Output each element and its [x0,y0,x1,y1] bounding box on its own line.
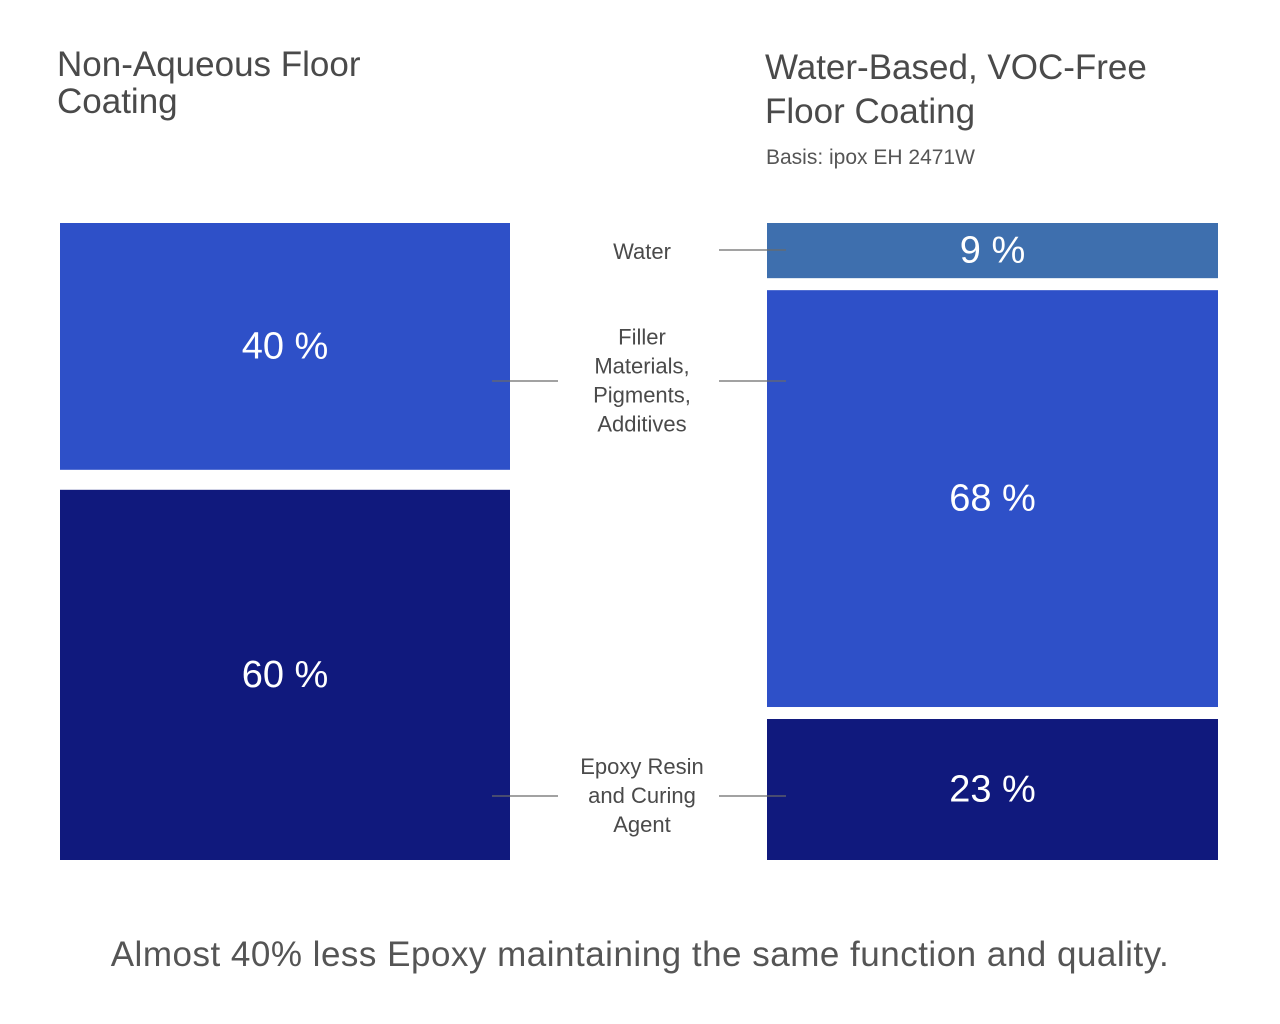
bar-1-segment-water [767,223,1218,279]
bar-1-segment-filler-label: 68 % [949,478,1036,520]
category-label-water: Water [613,239,671,264]
category-label-epoxy-line: Epoxy Resin [580,754,704,779]
right-bar-title: Water-Based, VOC-Free Floor Coating [765,48,1147,131]
category-label-filler-line: Pigments, [593,383,691,408]
bar-1-segment-filler [767,290,1218,708]
category-label-epoxy-line: and Curing [588,783,696,808]
bar-1-segment-epoxy [767,719,1218,860]
category-label-water-line: Water [613,239,671,264]
category-label-filler-line: Filler [618,325,666,350]
bar-0-segment-filler-label: 40 % [242,325,329,367]
category-label-filler-line: Additives [597,412,686,437]
category-label-epoxy-line: Agent [613,812,671,837]
bar-0-segment-epoxy [60,489,510,860]
category-label-epoxy: Epoxy Resin and Curing Agent [580,754,704,837]
footnote: Almost 40% less Epoxy maintaining the sa… [110,935,1170,974]
bar-1-segment-epoxy-label: 23 % [949,769,1036,811]
bar-1-segment-water-label: 9 % [960,230,1025,272]
bar-0-segment-filler [60,223,510,470]
left-bar-title: Non-Aqueous Floor Coating [57,45,361,122]
category-label-filler: Filler Materials, Pigments, Additives [593,325,691,437]
bar-0-segment-epoxy-label: 60 % [242,654,329,696]
category-label-filler-line: Materials, [594,354,689,379]
right-bar-subtitle: Basis: ipox EH 2471W [766,146,975,169]
